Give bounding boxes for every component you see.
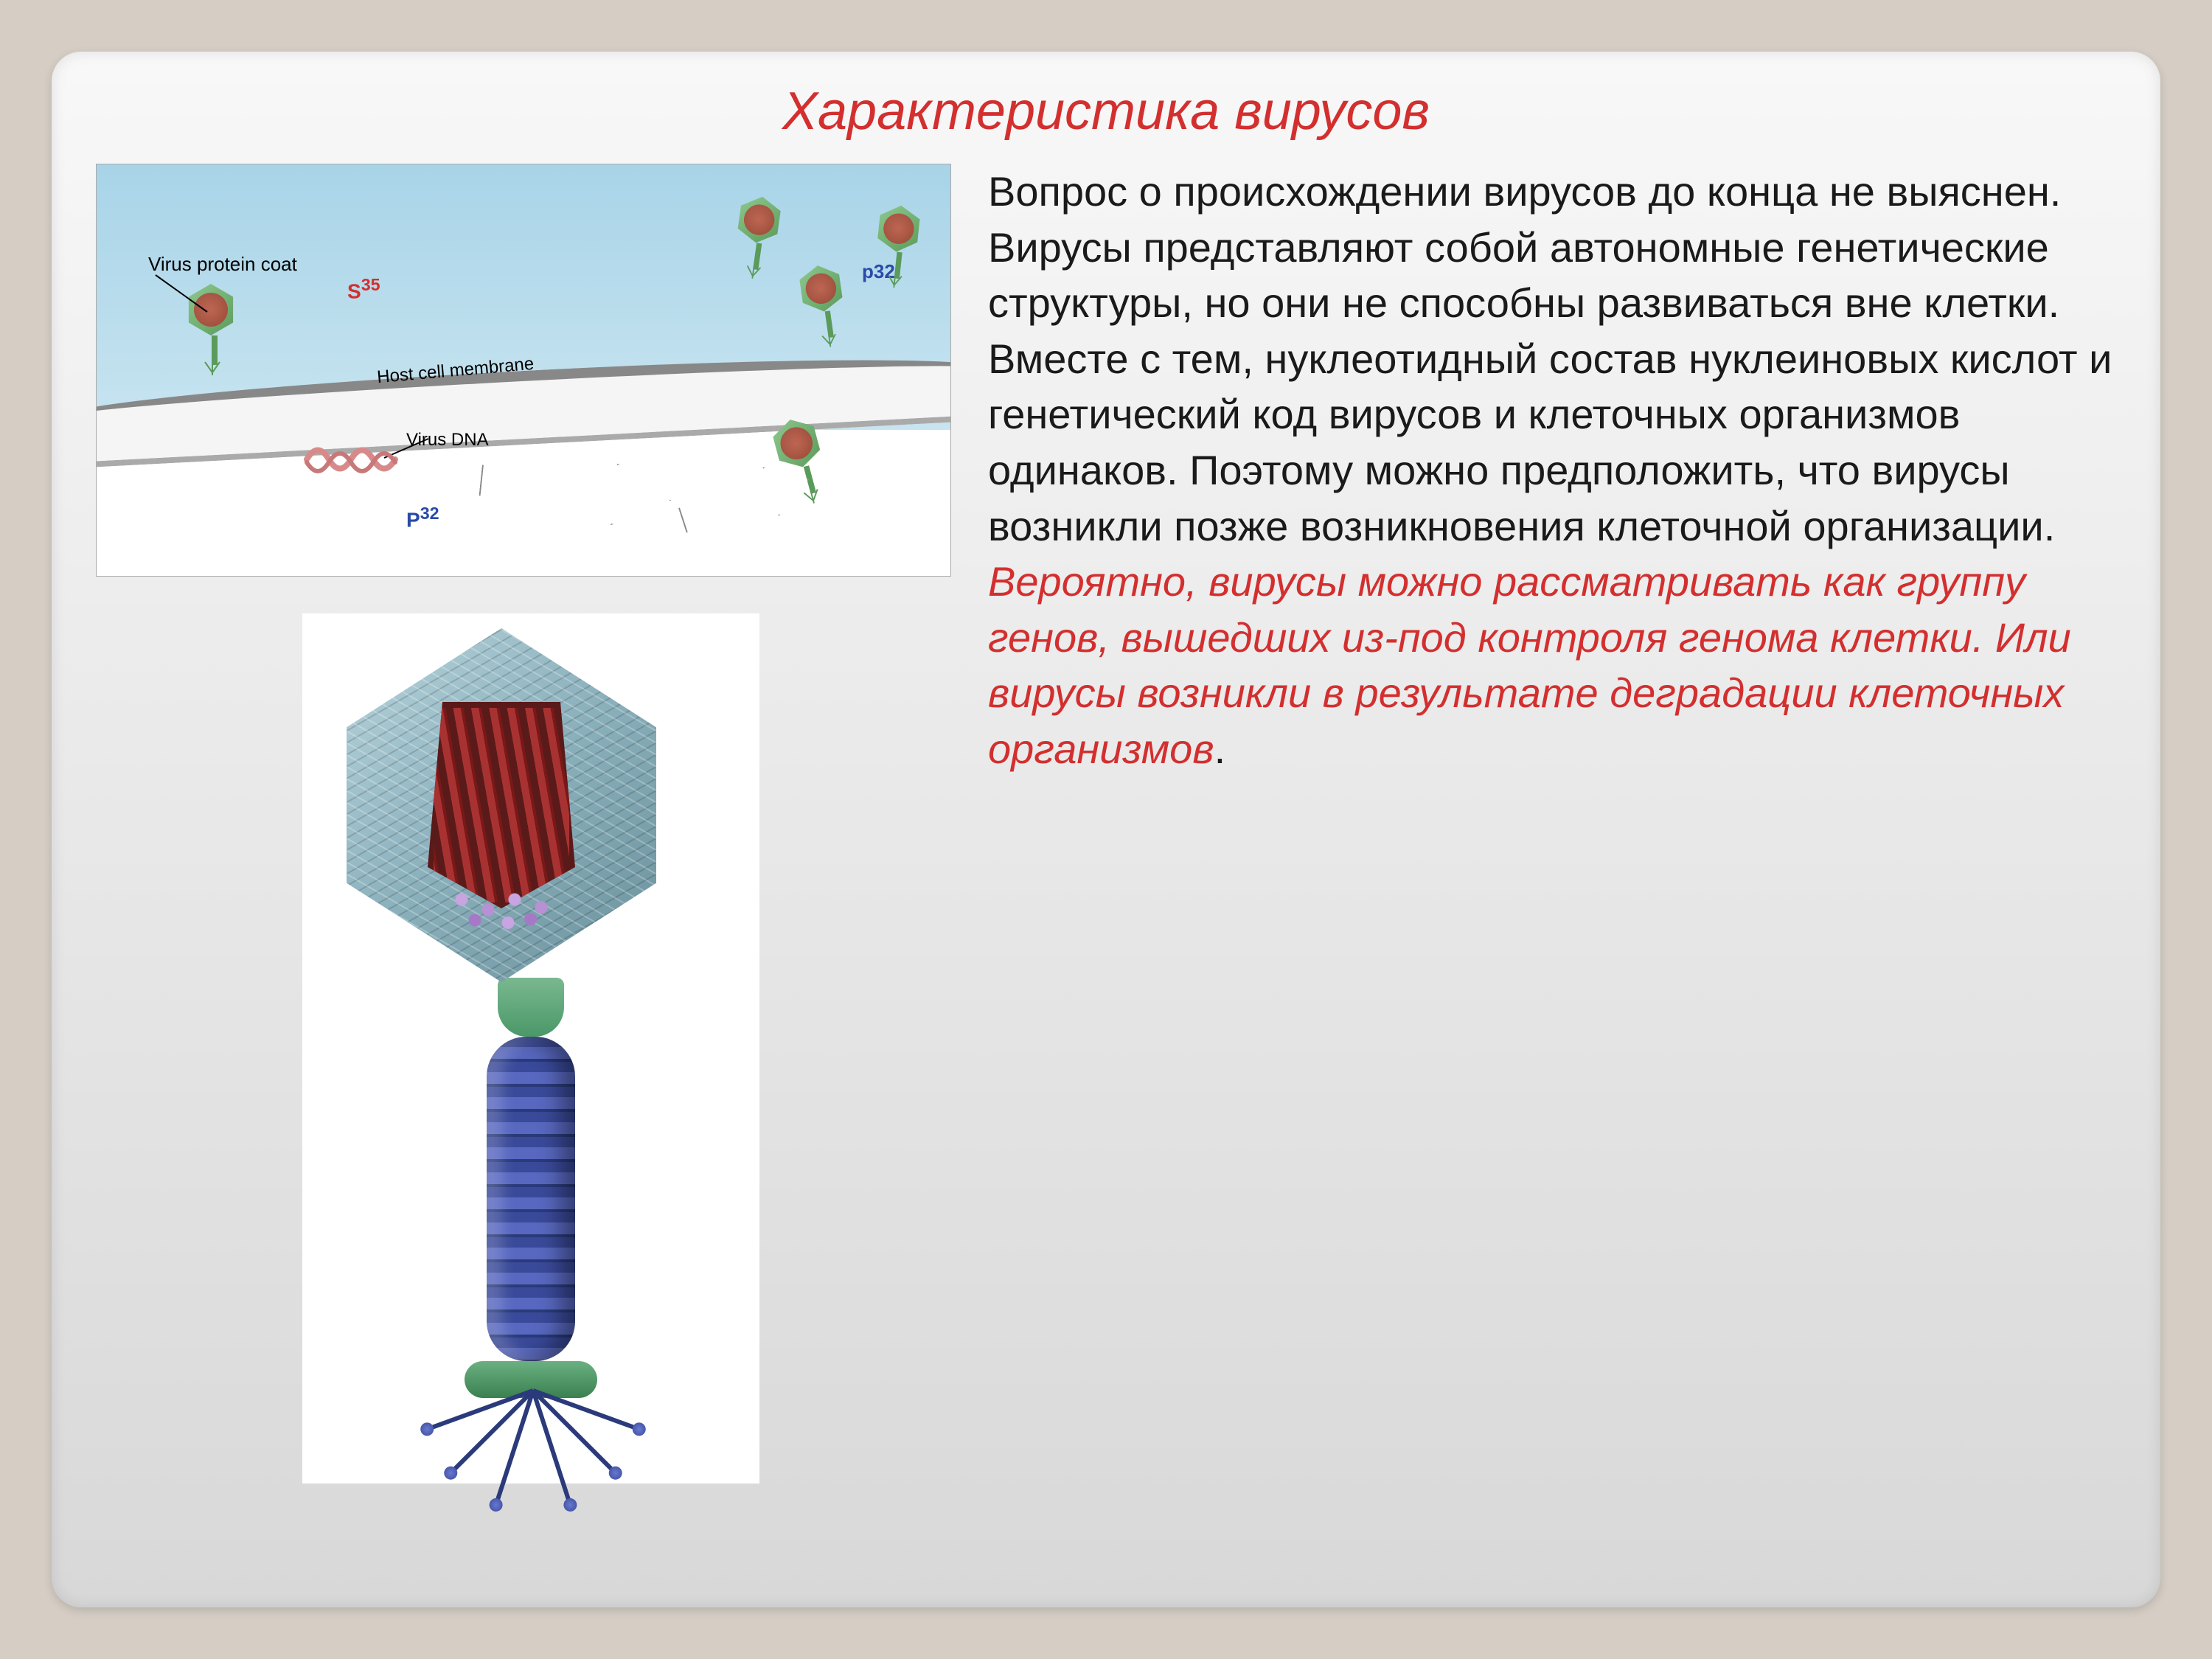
phage-3 <box>795 262 858 348</box>
label-s35: S35 <box>347 275 380 303</box>
phage-collar <box>498 978 564 1037</box>
body-paragraph-1: Вопрос о происхождении вирусов до конца … <box>988 168 2112 549</box>
slide-card: Характеристика вирусов Virus protein coa… <box>52 52 2160 1607</box>
dna-core <box>434 708 569 902</box>
phage-capsid <box>347 628 656 982</box>
phage-4 <box>870 204 931 288</box>
body-text: Вопрос о происхождении вирусов до конца … <box>988 164 2116 1484</box>
virus-dna-squiggle <box>303 437 406 481</box>
phage-structure <box>347 628 715 1509</box>
phage-tail-fibers <box>347 1391 715 1509</box>
bacteriophage-diagram <box>302 613 759 1484</box>
pointer-line-coat <box>141 260 229 334</box>
phage-tail-sheath <box>487 1037 575 1361</box>
capsid-cutaway <box>428 702 575 908</box>
content-row: Virus protein coat S35 Host cell membran… <box>96 164 2116 1484</box>
s35-sup: 35 <box>361 275 380 294</box>
s35-base: S <box>347 279 361 302</box>
packaged-proteins <box>435 879 568 931</box>
infection-diagram: Virus protein coat S35 Host cell membran… <box>96 164 951 577</box>
left-column: Virus protein coat S35 Host cell membran… <box>96 164 966 1484</box>
body-paragraph-2: Вероятно, вирусы можно рассматривать как… <box>988 558 2071 772</box>
body-2-suffix: . <box>1214 726 1226 772</box>
p32-base: P <box>406 508 420 531</box>
p32-sup: 32 <box>420 504 439 523</box>
phage-2 <box>728 194 792 280</box>
slide-title: Характеристика вирусов <box>96 81 2116 142</box>
label-p32-a: P32 <box>406 504 439 532</box>
arrow-1 <box>477 450 674 532</box>
